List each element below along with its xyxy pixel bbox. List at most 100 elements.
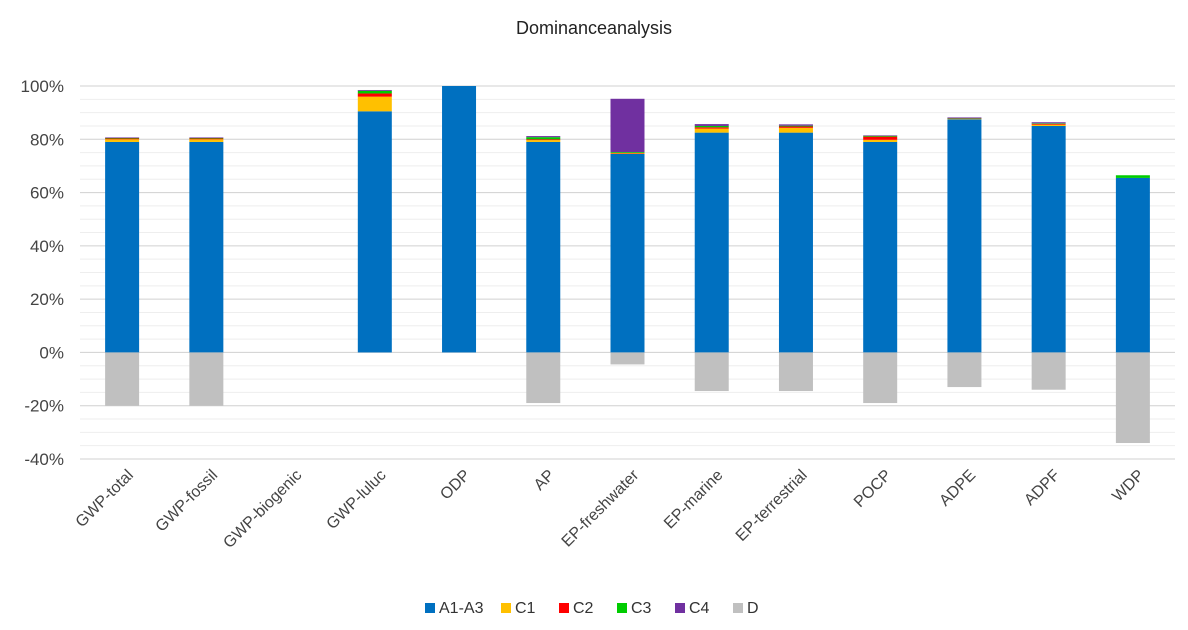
bar-c4-adpf (1031, 122, 1066, 124)
bar-d-pocp (863, 352, 898, 404)
bar-a1-a3-ep-terrestrial (778, 132, 813, 353)
bar-a1-a3-odp (442, 86, 477, 353)
legend-item-c3: C3 (617, 600, 652, 617)
bar-c3-gwp-total (105, 137, 140, 139)
bar-c4-adpe (947, 117, 982, 119)
legend-swatch (559, 603, 569, 613)
x-tick-label: ODP (437, 467, 474, 504)
bar-c3-gwp-fossil (189, 137, 224, 139)
bar-a1-a3-ep-freshwater (610, 153, 645, 353)
y-tick-label: -20% (24, 397, 64, 416)
bar-d-gwp-fossil (189, 352, 224, 406)
bar-c3-adpf (1031, 123, 1066, 124)
bar-c4-gwp-luluc (357, 89, 392, 91)
legend-swatch (675, 603, 685, 613)
bar-c1-ap (526, 140, 561, 142)
bar-c4-gwp-total (105, 137, 140, 138)
legend-label: C1 (515, 600, 536, 617)
bar-a1-a3-gwp-luluc (357, 111, 392, 353)
bar-a1-a3-gwp-fossil (189, 141, 224, 353)
bar-c1-ep-freshwater (610, 153, 645, 154)
x-tick-label: AP (531, 467, 558, 494)
bar-a1-a3-wdp (1115, 177, 1150, 353)
x-tick-label: GWP-luluc (324, 467, 390, 533)
y-tick-label: 80% (30, 130, 64, 149)
y-tick-label: 100% (21, 77, 64, 96)
x-tick-label: GWP-biogenic (220, 467, 305, 552)
legend-item-c4: C4 (675, 600, 710, 617)
legend-label: C3 (631, 600, 652, 617)
bar-d-ep-freshwater (610, 352, 645, 365)
x-tick-label: POCP (851, 467, 895, 511)
bar-c2-pocp (863, 136, 898, 140)
chart-title: Dominanceanalysis (516, 18, 672, 38)
bar-c3-pocp (863, 135, 898, 137)
bar-c1-pocp (863, 139, 898, 142)
bar-c3-ep-marine (694, 125, 729, 128)
legend-swatch (501, 603, 511, 613)
x-tick-label: EP-marine (661, 467, 727, 533)
legend-label: C4 (689, 600, 710, 617)
legend-item-c1: C1 (501, 600, 536, 617)
bar-c4-ep-marine (694, 124, 729, 126)
bar-d-wdp (1115, 352, 1150, 444)
bar-c1-adpf (1031, 124, 1066, 126)
x-tick-label: GWP-fossil (153, 467, 222, 536)
bar-d-ap (526, 352, 561, 404)
y-tick-label: 0% (39, 343, 64, 362)
legend-swatch (617, 603, 627, 613)
bar-c2-ep-terrestrial (778, 126, 813, 128)
bar-c4-ep-freshwater (610, 98, 645, 153)
x-tick-label: ADPF (1021, 467, 1063, 509)
legend-item-a1-a3: A1-A3 (425, 600, 484, 617)
x-axis: GWP-total GWP-fossil GWP-biogenic GWP-luluc… (73, 466, 1148, 551)
y-tick-label: 40% (30, 237, 64, 256)
bar-c2-adpe (947, 118, 982, 120)
bar-c1-ep-terrestrial (778, 127, 813, 133)
legend-item-c2: C2 (559, 600, 594, 617)
bar-a1-a3-ep-marine (694, 132, 729, 353)
bar-c3-ap (526, 137, 561, 140)
bar-c3-wdp (1115, 175, 1150, 178)
bar-c2-gwp-fossil (189, 138, 224, 140)
legend-label: D (747, 600, 759, 617)
bar-c3-gwp-luluc (357, 90, 392, 94)
bar-c2-gwp-total (105, 138, 140, 140)
bars (105, 86, 1150, 444)
x-tick-label: EP-terrestrial (733, 467, 811, 545)
bar-a1-a3-gwp-total (105, 141, 140, 353)
x-tick-label: GWP-total (73, 467, 137, 531)
y-tick-label: 60% (30, 184, 64, 203)
bar-d-ep-marine (694, 352, 729, 392)
bar-d-adpf (1031, 352, 1066, 390)
bar-c2-gwp-luluc (357, 93, 392, 97)
legend-swatch (425, 603, 435, 613)
y-axis: -40% -20% 0% 20% 40% 60% 80% 100% (21, 77, 64, 469)
bar-d-adpe (947, 352, 982, 388)
bar-c4-ep-terrestrial (778, 124, 813, 126)
legend-label: C2 (573, 600, 594, 617)
legend: A1-A3 C1 C2 C3 C4 D (425, 600, 759, 617)
legend-item-d: D (733, 600, 759, 617)
bar-c1-adpe (947, 118, 982, 120)
bar-a1-a3-adpe (947, 119, 982, 353)
bar-c1-gwp-fossil (189, 139, 224, 142)
bar-a1-a3-pocp (863, 141, 898, 353)
bar-c1-ep-marine (694, 128, 729, 133)
x-tick-label: ADPE (936, 467, 979, 510)
bar-d-ep-terrestrial (778, 352, 813, 392)
bar-c3-ep-terrestrial (778, 125, 813, 127)
bar-c4-pocp (863, 135, 898, 136)
bar-c1-gwp-total (105, 139, 140, 142)
y-tick-label: -40% (24, 450, 64, 469)
bar-c4-gwp-fossil (189, 137, 224, 138)
bar-c2-ep-marine (694, 127, 729, 129)
bar-c2-adpf (1031, 123, 1066, 125)
bar-d-gwp-total (105, 352, 140, 406)
legend-label: A1-A3 (439, 600, 484, 617)
bar-c3-adpe (947, 118, 982, 119)
x-tick-label: WDP (1109, 467, 1147, 505)
legend-swatch (733, 603, 743, 613)
bar-a1-a3-ap (526, 141, 561, 353)
